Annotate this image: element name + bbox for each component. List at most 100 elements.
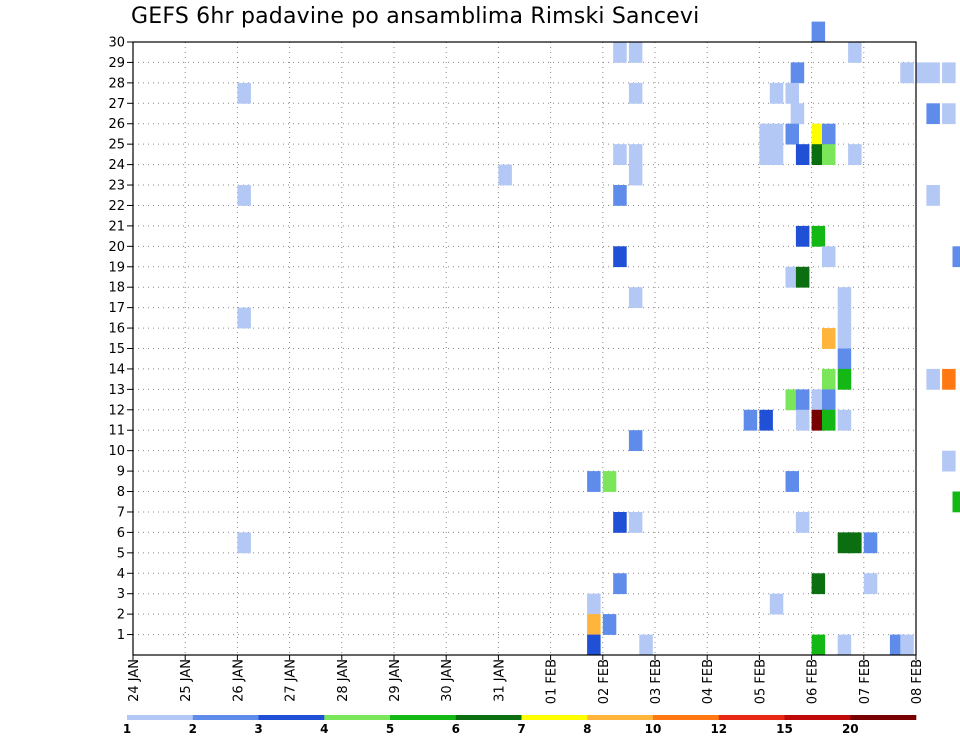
heatmap-cell [811,123,826,145]
y-tick-label: 29 [108,56,125,71]
heatmap-cell [587,471,601,492]
heatmap-cell [628,164,643,186]
y-tick-label: 15 [108,342,125,357]
heatmap-cell [942,103,956,125]
x-tick-label: 07 FEB [858,659,873,704]
colorbar-segment [587,715,654,720]
heatmap-cell [759,409,773,431]
heatmap-cell [602,614,617,635]
heatmap-cell [498,164,512,186]
heatmap-cell [628,512,643,533]
y-tick-label: 18 [108,281,125,296]
y-tick-label: 7 [117,505,125,520]
heatmap-cell [837,409,852,431]
heatmap-cell [769,144,784,165]
heatmap-cell [822,123,836,145]
heatmap-cell [795,512,810,533]
heatmap-cell [926,103,940,125]
heatmap-cell [837,368,852,390]
heatmap-cell [795,144,810,165]
heatmap-cell [848,42,862,63]
heatmap-cell [628,144,643,165]
heatmap-cell [837,348,852,370]
colorbar-segment [390,715,456,720]
heatmap-cell [822,144,836,165]
heatmap-cell [822,328,836,349]
y-tick-label: 6 [117,526,125,541]
heatmap-cell [237,307,251,329]
colorbar-label: 20 [842,722,859,736]
y-tick-label: 3 [117,587,125,602]
heatmap-cell [863,532,878,554]
heatmap-cell [759,123,773,145]
y-tick-label: 26 [108,117,125,132]
colorbar-segment [850,715,917,720]
colorbar-label: 8 [583,722,591,736]
heatmap-cell [743,409,758,431]
y-tick-label: 11 [108,424,125,439]
heatmap-cell [926,62,940,84]
heatmap-cell [628,430,643,451]
heatmap-cell [837,634,852,656]
heatmap-cell [811,389,826,411]
colorbar-label: 3 [254,722,262,736]
y-tick-label: 14 [108,362,125,377]
heatmap-cell [613,246,627,268]
heatmap-cell [795,225,810,247]
heatmap-cell [952,246,960,268]
colorbar-label: 10 [645,722,662,736]
colorbar-label: 4 [320,722,328,736]
heatmap-cell [837,328,852,349]
y-tick-label: 2 [117,608,125,623]
colorbar-segment [784,715,851,720]
heatmap-cell [916,62,930,84]
x-tick-label: 30 JAN [440,659,455,702]
heatmap-cell [837,287,852,308]
heatmap-cell [785,389,799,411]
heatmap-cell [759,144,773,165]
heatmap-cell [613,42,627,63]
y-tick-label: 12 [108,403,125,418]
heatmap-cell [811,144,826,165]
heatmap-cell [613,144,627,165]
y-tick-label: 9 [117,465,125,480]
heatmap-cell [613,573,627,595]
colorbar-segment [521,715,588,720]
x-tick-label: 25 JAN [179,659,194,702]
heatmap-cell [628,82,643,104]
y-tick-label: 5 [117,546,125,561]
x-tick-label: 24 JAN [127,659,142,702]
heatmap-cell [952,491,960,513]
y-tick-label: 1 [117,628,125,643]
colorbar-label: 7 [517,722,525,736]
colorbar-label: 15 [776,722,793,736]
colorbar-segment [192,715,259,720]
heatmap-cell [785,471,799,492]
heatmap-cell [639,634,653,656]
heatmap-cell [790,62,805,84]
x-tick-label: 26 JAN [231,659,246,702]
heatmap-cell [942,368,956,390]
heatmap-cell [785,82,799,104]
y-tick-label: 17 [108,301,125,316]
chart-title: GEFS 6hr padavine po ansamblima Rimski S… [131,4,700,29]
heatmap-cell [613,185,627,206]
heatmap-cell [769,82,784,104]
heatmap-cell [822,368,836,390]
x-tick-label: 27 JAN [284,659,299,702]
y-tick-label: 28 [108,76,125,91]
heatmap-cell [822,389,836,411]
heatmap-cell [848,532,862,554]
colorbar-segment [258,715,325,720]
heatmap-cell [811,573,826,595]
y-tick-label: 4 [117,567,125,582]
y-tick-label: 24 [108,158,125,173]
heatmap-cell [863,573,878,595]
heatmap-cell [848,144,862,165]
heatmap-cell [889,634,904,656]
y-tick-label: 22 [108,199,125,214]
heatmap-cell [628,287,643,308]
heatmap-cell [837,307,852,329]
heatmap-cell [769,123,784,145]
heatmap-cell [837,532,852,554]
